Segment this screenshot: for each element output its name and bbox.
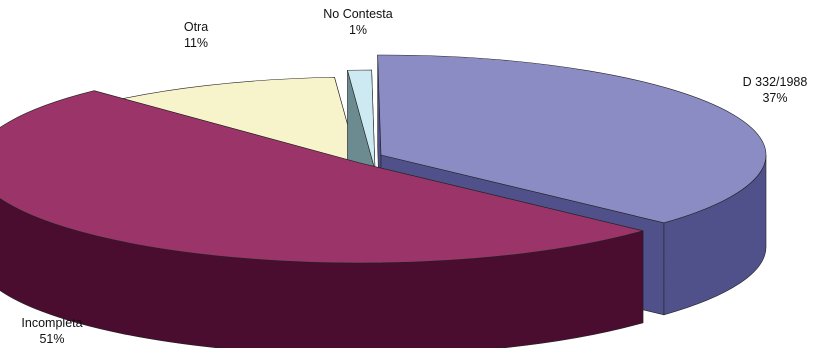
- slice-value-label: 1%: [349, 23, 367, 37]
- pie-slices: [0, 54, 767, 348]
- slice-label-d332: D 332/1988 37%: [743, 75, 808, 105]
- slice-name-label: Incompleta: [21, 316, 82, 330]
- slice-name-label: Otra: [184, 20, 208, 34]
- slice-value-label: 37%: [762, 91, 787, 105]
- slice-value-label: 51%: [39, 332, 64, 346]
- slice-name-label: D 332/1988: [743, 75, 808, 89]
- pie-slice-incompleta: [0, 90, 644, 348]
- slice-label-incompleta: Incompleta 51%: [21, 316, 82, 346]
- slice-top-face: [377, 54, 767, 224]
- slice-top-face: [347, 69, 376, 171]
- slice-value-label: 11%: [184, 36, 208, 50]
- slice-label-otra: Otra 11%: [184, 20, 208, 50]
- slice-top-face: [0, 90, 644, 264]
- slice-name-label: No Contesta: [323, 7, 393, 21]
- slice-label-no-contesta: No Contesta 1%: [323, 7, 393, 37]
